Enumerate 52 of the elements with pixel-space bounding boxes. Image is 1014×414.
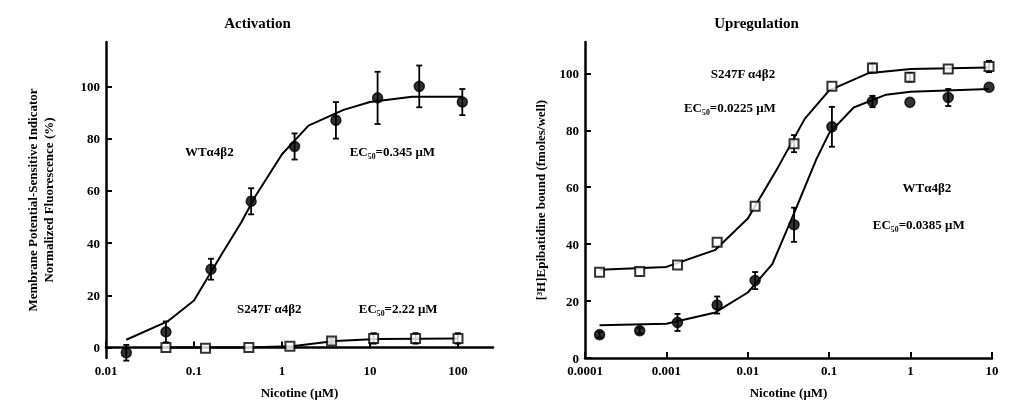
point bbox=[749, 274, 761, 287]
point bbox=[749, 200, 761, 212]
y-tick-label: 0 bbox=[93, 340, 100, 356]
y-tick-label: 80 bbox=[566, 122, 579, 138]
y-axis-title: [³H]Epibatidine bound (fmoles/well) bbox=[533, 99, 549, 301]
y-tick-label: 100 bbox=[80, 78, 100, 94]
x-tick-label: 0.01 bbox=[94, 363, 118, 378]
x-tick-label: 0.001 bbox=[651, 363, 682, 378]
x-axis-title: Nicotine (μM) bbox=[749, 385, 828, 400]
point bbox=[634, 265, 646, 277]
point bbox=[942, 63, 954, 75]
x-tick-label: 10 bbox=[985, 363, 999, 378]
x-tick-label: 0.0001 bbox=[567, 363, 603, 378]
annotation: WTα4β2 bbox=[184, 144, 234, 160]
y-tick-label: 40 bbox=[87, 235, 100, 251]
x-tick-label: 100 bbox=[448, 363, 468, 378]
chart-title: Activation bbox=[224, 14, 292, 31]
annotation: EC₅₀=2.22 μM bbox=[358, 300, 438, 316]
y-tick-label: 0 bbox=[572, 350, 579, 366]
point bbox=[594, 266, 606, 278]
x-tick-label: 0.01 bbox=[736, 363, 760, 378]
y-tick-label: 20 bbox=[566, 293, 579, 309]
point bbox=[711, 299, 723, 311]
point bbox=[788, 219, 800, 231]
x-axis-title: Nicotine (μM) bbox=[260, 385, 339, 400]
chart-title: Upregulation bbox=[714, 14, 800, 31]
x-tick-label: 1 bbox=[907, 363, 914, 378]
point bbox=[826, 80, 838, 92]
y-tick-label: 80 bbox=[87, 131, 100, 147]
annotation: EC₅₀=0.345 μM bbox=[349, 144, 436, 160]
y-tick-label: 40 bbox=[566, 236, 579, 252]
point bbox=[711, 236, 723, 248]
annotation: EC₅₀=0.0385 μM bbox=[872, 216, 965, 232]
point bbox=[788, 138, 800, 150]
annotation: EC₅₀=0.0225 μM bbox=[683, 99, 776, 115]
point bbox=[671, 316, 684, 329]
point bbox=[983, 81, 995, 94]
point bbox=[826, 121, 838, 133]
point bbox=[672, 259, 684, 271]
x-tick-label: 1 bbox=[278, 363, 286, 378]
y-axis-title: Membrane Potential-Sensitive Indicator Normalized Fluorescence (%) bbox=[24, 88, 56, 312]
y-tick-label: 20 bbox=[87, 287, 100, 303]
x-tick-label: 0.1 bbox=[185, 363, 203, 378]
annotation: WTα4β2 bbox=[902, 179, 952, 195]
x-tick-label: 10 bbox=[363, 363, 377, 378]
y-tick-label: 100 bbox=[559, 65, 579, 81]
point bbox=[904, 96, 916, 109]
annotation: S247F α4β2 bbox=[237, 300, 302, 316]
y-tick-label: 60 bbox=[566, 179, 579, 195]
x-tick-label: 0.1 bbox=[821, 363, 838, 378]
annotation: S247F α4β2 bbox=[710, 66, 776, 82]
y-tick-label: 60 bbox=[87, 183, 100, 199]
